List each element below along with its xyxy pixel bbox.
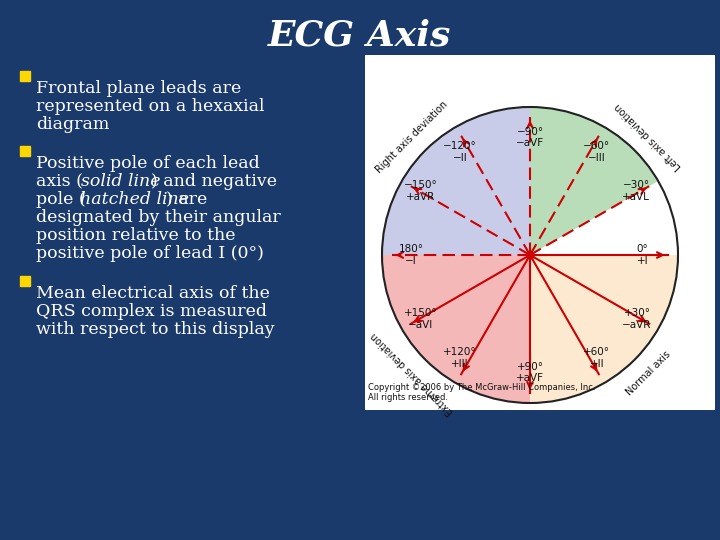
Text: 0°
+I: 0° +I [636,244,648,266]
Text: +60°
+II: +60° +II [583,347,611,369]
Text: positive pole of lead I (0°): positive pole of lead I (0°) [36,245,264,262]
Text: QRS complex is measured: QRS complex is measured [36,303,267,320]
Text: −30°
+aVL: −30° +aVL [622,180,650,202]
Bar [20,146,30,156]
Text: solid line: solid line [81,173,161,190]
Text: hatched line: hatched line [80,191,189,208]
Bar [20,71,30,81]
Text: −150°
+aVR: −150° +aVR [404,180,438,202]
Text: Positive pole of each lead: Positive pole of each lead [36,155,260,172]
Text: pole (: pole ( [36,191,86,208]
Wedge shape [530,107,658,255]
Text: −60°
−III: −60° −III [583,141,611,163]
Text: ECG Axis: ECG Axis [269,18,451,52]
Text: ) and negative: ) and negative [151,173,277,190]
Text: −120°
−II: −120° −II [443,141,477,163]
Text: +30°
−aVR: +30° −aVR [622,308,652,330]
Text: Right axis deviation: Right axis deviation [374,99,449,174]
Text: Copyright ©2006 by The McGraw-Hill Companies, Inc.
All rights reserved.: Copyright ©2006 by The McGraw-Hill Compa… [368,383,595,402]
Bar [365,55,715,410]
Text: Extreme axis deviation: Extreme axis deviation [369,330,455,416]
Wedge shape [382,107,530,255]
Text: −90°
−aVF: −90° −aVF [516,127,544,148]
Text: with respect to this display: with respect to this display [36,321,274,338]
Text: axis (: axis ( [36,173,83,190]
Text: Normal axis: Normal axis [624,349,672,397]
Text: Frontal plane leads are: Frontal plane leads are [36,80,241,97]
Text: position relative to the: position relative to the [36,227,235,244]
Bar [20,276,30,286]
Text: +90°
+aVF: +90° +aVF [516,362,544,383]
Text: diagram: diagram [36,116,109,133]
Text: +120°
+III: +120° +III [443,347,477,369]
Text: 180°
−I: 180° −I [398,244,423,266]
Text: Mean electrical axis of the: Mean electrical axis of the [36,285,270,302]
Text: Left axis deviation: Left axis deviation [613,102,683,172]
Text: ) are: ) are [166,191,207,208]
Text: designated by their angular: designated by their angular [36,209,281,226]
Wedge shape [382,255,530,403]
Wedge shape [530,255,678,403]
Text: +150°
−aVl: +150° −aVl [404,308,438,330]
Text: represented on a hexaxial: represented on a hexaxial [36,98,264,115]
